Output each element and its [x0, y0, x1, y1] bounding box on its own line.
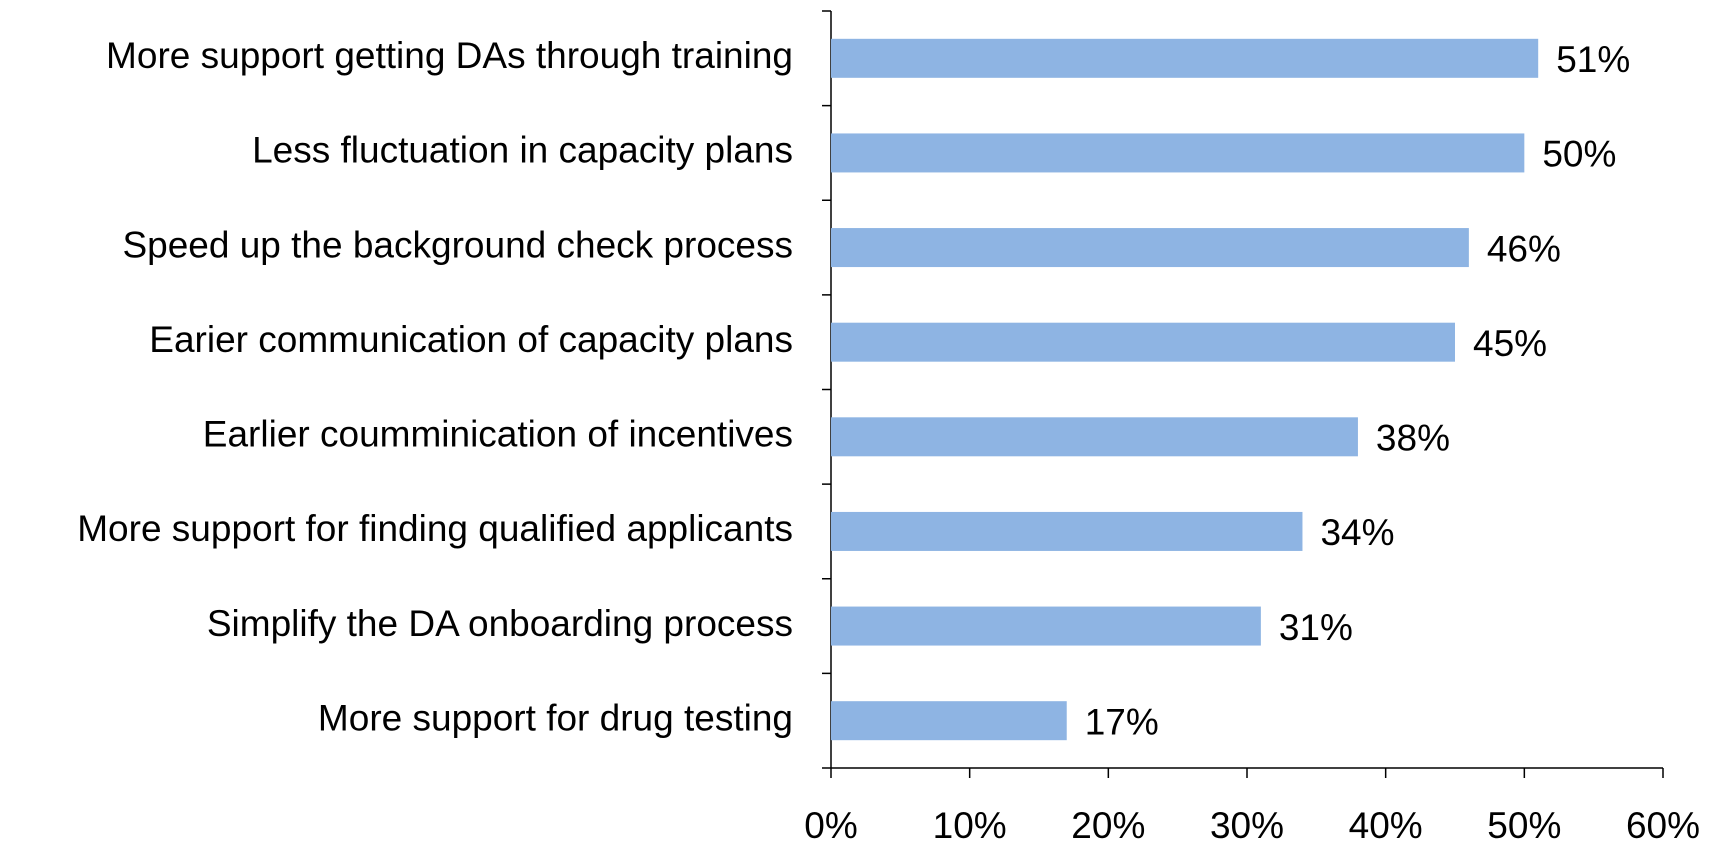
x-tick-label: 50% [1487, 805, 1561, 846]
x-tick-label: 0% [804, 805, 857, 846]
value-label: 51% [1556, 39, 1630, 80]
category-label: More support getting DAs through trainin… [106, 35, 793, 76]
bar [831, 228, 1469, 268]
bar [831, 133, 1525, 173]
value-label: 17% [1085, 701, 1159, 742]
value-label: 34% [1320, 512, 1394, 553]
bar [831, 38, 1539, 78]
category-label: More support for finding qualified appli… [77, 508, 793, 549]
bar [831, 417, 1358, 457]
category-label: Less fluctuation in capacity plans [252, 130, 793, 171]
x-tick-label: 60% [1626, 805, 1700, 846]
bar [831, 606, 1261, 646]
x-tick-label: 30% [1210, 805, 1284, 846]
category-label: Earlier coumminication of incentives [203, 414, 793, 455]
x-tick-label: 10% [933, 805, 1007, 846]
value-label: 45% [1473, 323, 1547, 364]
x-tick-label: 20% [1071, 805, 1145, 846]
value-label: 38% [1376, 418, 1450, 459]
bar [831, 701, 1067, 741]
value-label: 46% [1487, 228, 1561, 269]
x-tick-label: 40% [1349, 805, 1423, 846]
category-label: Speed up the background check process [122, 224, 793, 265]
bar [831, 511, 1303, 551]
value-label: 50% [1542, 134, 1616, 175]
category-label: More support for drug testing [318, 697, 793, 738]
category-label: Simplify the DA onboarding process [207, 603, 793, 644]
value-label: 31% [1279, 607, 1353, 648]
bar [831, 322, 1455, 362]
category-label: Earier communication of capacity plans [149, 319, 793, 360]
